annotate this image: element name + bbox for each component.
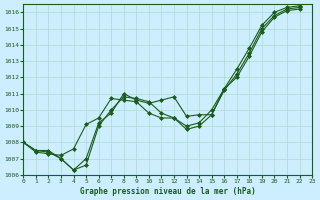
X-axis label: Graphe pression niveau de la mer (hPa): Graphe pression niveau de la mer (hPa)	[80, 187, 256, 196]
